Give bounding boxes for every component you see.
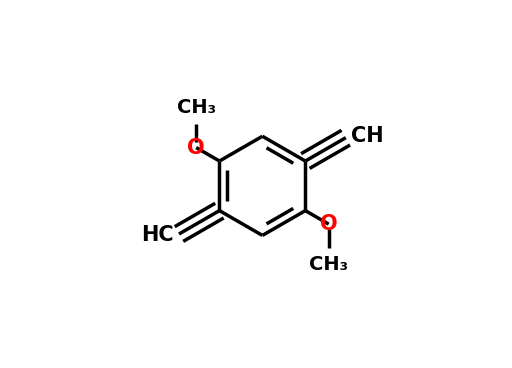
Text: CH: CH <box>351 126 383 146</box>
Text: HC: HC <box>141 226 174 245</box>
Text: O: O <box>320 214 337 234</box>
Text: CH₃: CH₃ <box>177 98 216 117</box>
Text: CH₃: CH₃ <box>309 255 348 274</box>
Text: O: O <box>187 138 205 158</box>
